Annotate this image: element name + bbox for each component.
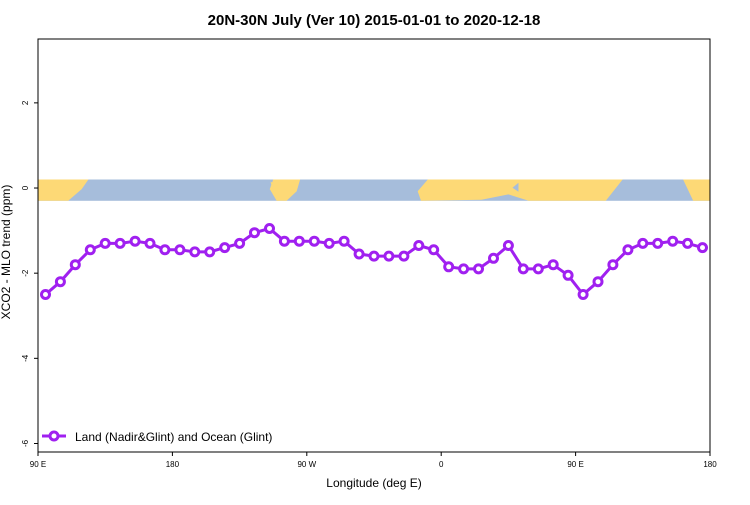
data-point xyxy=(607,259,619,271)
data-point xyxy=(84,244,96,256)
map-island xyxy=(270,181,276,189)
y-tick-label: 2 xyxy=(21,100,30,105)
x-tick-label: 0 xyxy=(439,460,444,469)
data-point xyxy=(682,237,694,249)
data-point xyxy=(278,235,290,247)
data-point xyxy=(383,250,395,262)
data-point xyxy=(637,237,649,249)
data-point xyxy=(204,246,216,258)
data-point xyxy=(174,244,186,256)
data-point xyxy=(249,227,260,239)
chart-title: 20N-30N July (Ver 10) 2015-01-01 to 2020… xyxy=(208,12,541,29)
data-point xyxy=(129,235,141,247)
data-point xyxy=(264,223,275,234)
axes: 90 E 180 90 W 0 90 E 180 2 0 -2 -4 -6 xyxy=(21,38,717,469)
x-tick-label: 90 E xyxy=(567,460,583,469)
map-land-3 xyxy=(683,179,710,201)
data-point xyxy=(338,235,350,247)
series-layer xyxy=(40,223,708,300)
legend-marker-swatch xyxy=(48,430,60,442)
data-point xyxy=(353,248,365,260)
x-tick-label: 90 W xyxy=(297,460,316,469)
data-point xyxy=(323,237,335,249)
data-point xyxy=(159,244,171,256)
data-point xyxy=(234,237,246,249)
data-point xyxy=(547,259,559,271)
data-point xyxy=(189,246,201,258)
y-tick-label: 0 xyxy=(21,185,30,190)
map-land-2 xyxy=(417,179,623,201)
world-map-strip xyxy=(38,179,710,201)
y-tick-label: -4 xyxy=(21,354,30,362)
data-point xyxy=(697,242,708,254)
data-point xyxy=(368,250,380,262)
x-tick-label: 180 xyxy=(166,460,180,469)
map-gulf xyxy=(512,182,519,192)
data-point xyxy=(308,235,320,247)
data-point xyxy=(398,250,410,262)
data-point xyxy=(473,263,484,275)
data-point xyxy=(114,237,126,249)
data-point xyxy=(443,261,455,273)
y-tick-label: -2 xyxy=(21,269,30,277)
data-point xyxy=(144,237,156,249)
map-land-0 xyxy=(38,179,89,201)
x-tick-label: 90 E xyxy=(30,460,46,469)
data-point xyxy=(54,276,66,288)
x-axis-label: Longitude (deg E) xyxy=(326,476,421,490)
data-point xyxy=(502,240,514,251)
data-point xyxy=(562,269,574,281)
data-point xyxy=(69,259,81,271)
data-point xyxy=(652,237,664,249)
data-point xyxy=(40,289,51,300)
data-point xyxy=(532,263,544,275)
data-point xyxy=(413,240,425,251)
legend-label: Land (Nadir&Glint) and Ocean (Glint) xyxy=(75,430,272,444)
legend: Land (Nadir&Glint) and Ocean (Glint) xyxy=(42,430,272,444)
plot-frame xyxy=(37,38,711,453)
data-point xyxy=(622,244,634,256)
x-tick-label: 180 xyxy=(703,460,717,469)
data-point xyxy=(458,263,470,275)
data-point xyxy=(488,252,499,264)
data-point xyxy=(219,242,231,254)
data-point xyxy=(293,235,305,247)
data-point xyxy=(667,235,679,247)
data-point xyxy=(517,263,529,275)
y-tick-label: -6 xyxy=(21,439,30,447)
y-axis-label: XCO2 - MLO trend (ppm) xyxy=(0,185,13,320)
data-point xyxy=(99,237,111,249)
map-land-1 xyxy=(269,179,301,201)
data-point xyxy=(577,289,589,300)
data-point xyxy=(592,276,604,288)
data-point xyxy=(428,244,440,256)
